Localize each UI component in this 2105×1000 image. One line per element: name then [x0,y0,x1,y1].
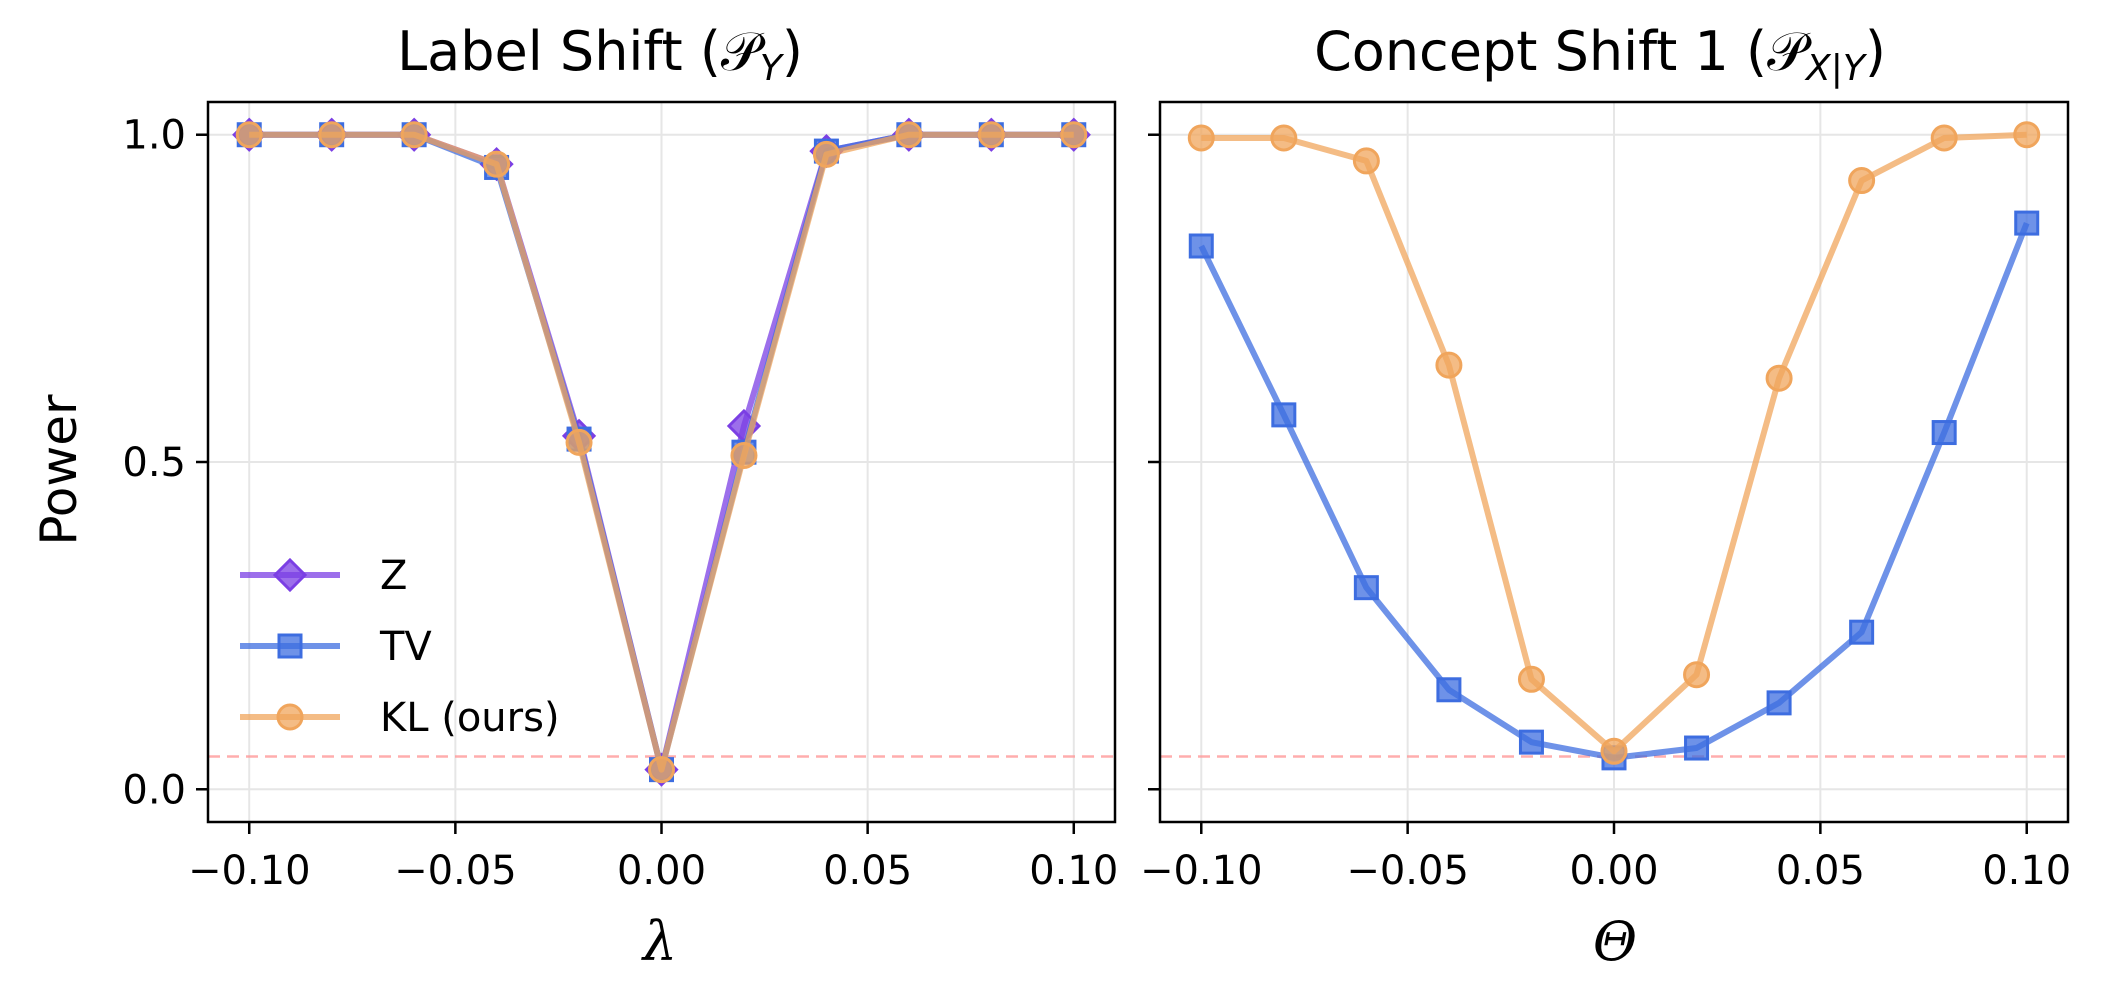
y-tick-label: 0.5 [122,440,186,486]
data-point-kl-ours [1848,167,1876,195]
data-point-kl-ours [1517,665,1545,693]
data-point-tv [2014,210,2040,236]
legend-marker [277,633,303,659]
x-tick-label: −0.05 [394,848,517,894]
x-tick-label: −0.10 [1140,848,1263,894]
data-point-kl-ours [648,756,675,784]
data-point-kl-ours [1060,121,1088,149]
chart-title: Label Shift (𝒫Y) [397,20,803,89]
data-point-kl-ours [1270,124,1298,152]
data-point-kl-ours [895,121,923,149]
data-point-kl-ours [1930,124,1958,152]
x-axis-label: Θ [1593,910,1637,973]
x-tick-label: 0.10 [1029,848,1118,894]
x-axis-label: λ [641,910,677,973]
data-point-kl-ours [1765,364,1793,392]
data-point-tv [1436,677,1462,703]
data-point-tv [1849,619,1875,645]
data-point-kl-ours [1435,351,1463,379]
legend: Z TV KL (ours) [240,553,560,741]
y-axis-label: Power [30,394,88,546]
data-point-tv [1931,420,1957,446]
data-point-tv [1766,690,1792,716]
legend-label: KL (ours) [380,695,560,741]
data-point-tv [1353,575,1379,601]
legend-label: Z [380,553,407,599]
data-point-kl-ours [977,121,1005,149]
legend-marker [272,557,308,593]
legend-item-z: Z [240,553,407,599]
data-point-kl-ours [730,441,758,469]
legend-item-kl-ours: KL (ours) [240,695,560,741]
data-point-kl-ours [318,121,346,149]
legend-label: TV [379,624,432,670]
x-tick-label: −0.05 [1346,848,1469,894]
legend-marker [276,703,304,731]
data-point-kl-ours [1683,661,1711,689]
x-tick-label: 0.00 [1569,848,1658,894]
data-point-kl-ours [2013,121,2041,149]
data-point-kl-ours [812,140,840,168]
x-tick-label: 0.00 [617,848,706,894]
chart-panel-concept-shift: Concept Shift 1 (𝒫X|Y) −0.10 −0.05 0.00 0.0… [1140,20,2071,973]
series-layer [1187,121,2041,771]
data-point-tv [1518,729,1544,755]
ticks-layer: −0.10 −0.05 0.00 0.05 0.10 0.0 0.5 1.0 [122,113,1118,894]
x-tick-label: −0.10 [188,848,311,894]
series-kl-ours [235,121,1088,784]
y-tick-label: 1.0 [122,113,186,159]
x-tick-label: 0.05 [823,848,912,894]
data-point-kl-ours [1352,147,1380,175]
data-point-tv [1188,233,1214,259]
data-point-tv [1271,402,1297,428]
ticks-layer: −0.10 −0.05 0.00 0.05 0.10 [1140,133,2071,894]
series-layer [232,117,1091,787]
grid-layer [1160,102,2068,822]
data-point-kl-ours [1187,124,1215,152]
data-point-tv [1684,735,1710,761]
data-point-kl-ours [483,150,511,178]
series-kl-ours [1187,121,2041,765]
chart-title: Concept Shift 1 (𝒫X|Y) [1314,20,1886,89]
x-tick-label: 0.05 [1776,848,1865,894]
data-point-kl-ours [565,428,593,456]
data-point-kl-ours [400,121,428,149]
x-tick-label: 0.10 [1982,848,2071,894]
data-point-kl-ours [235,121,263,149]
legend-item-tv: TV [240,624,432,670]
y-tick-label: 0.0 [122,767,186,813]
data-point-kl-ours [1600,737,1628,765]
chart-panel-label-shift: Label Shift (𝒫Y) −0.10 −0.05 0.00 0.05 0.10 0… [30,20,1118,973]
